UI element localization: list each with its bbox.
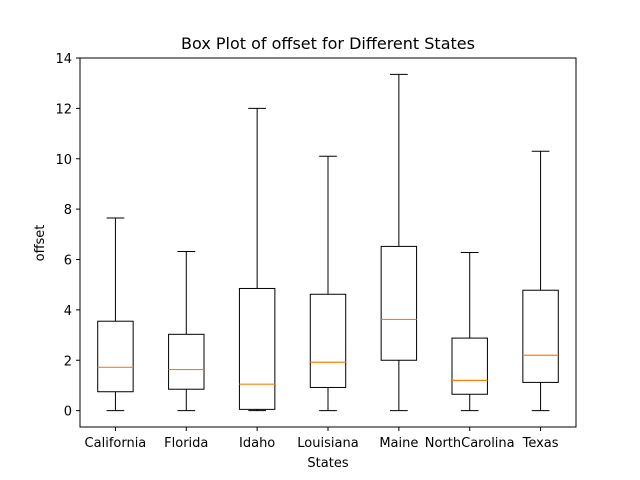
- y-tick-label-2: 2: [64, 354, 72, 369]
- x-tick-label-california: California: [85, 436, 147, 451]
- y-tick-label-8: 8: [64, 203, 72, 218]
- box-louisiana: [309, 293, 347, 388]
- box-california: [97, 320, 134, 393]
- box-florida: [168, 333, 205, 390]
- x-tick-label-texas: Texas: [522, 436, 559, 451]
- y-tick-label-12: 12: [55, 102, 72, 117]
- box-texas: [522, 289, 559, 383]
- x-axis-label: States: [307, 456, 348, 471]
- box-northcarolina: [451, 337, 488, 395]
- box-idaho: [238, 287, 276, 410]
- x-tick-label-florida: Florida: [164, 436, 208, 451]
- chart-title: Box Plot of offset for Different States: [181, 34, 475, 53]
- y-tick-label-4: 4: [64, 304, 72, 319]
- y-tick-label-6: 6: [64, 254, 72, 269]
- box-maine: [380, 245, 418, 361]
- plot-area: 0 2 4 6 8 10 12 14 California Florida Idaho Louisia…: [55, 52, 577, 451]
- y-tick-label-14: 14: [55, 52, 72, 67]
- x-tick-label-maine: Maine: [379, 436, 418, 451]
- x-tick-label-northcarolina: NorthCarolina: [425, 436, 515, 451]
- x-tick-label-louisiana: Louisiana: [297, 436, 358, 451]
- x-tick-label-idaho: Idaho: [239, 436, 275, 451]
- y-tick-label-10: 10: [55, 153, 72, 168]
- y-axis-label: offset: [33, 225, 48, 262]
- y-tick-label-0: 0: [64, 405, 72, 420]
